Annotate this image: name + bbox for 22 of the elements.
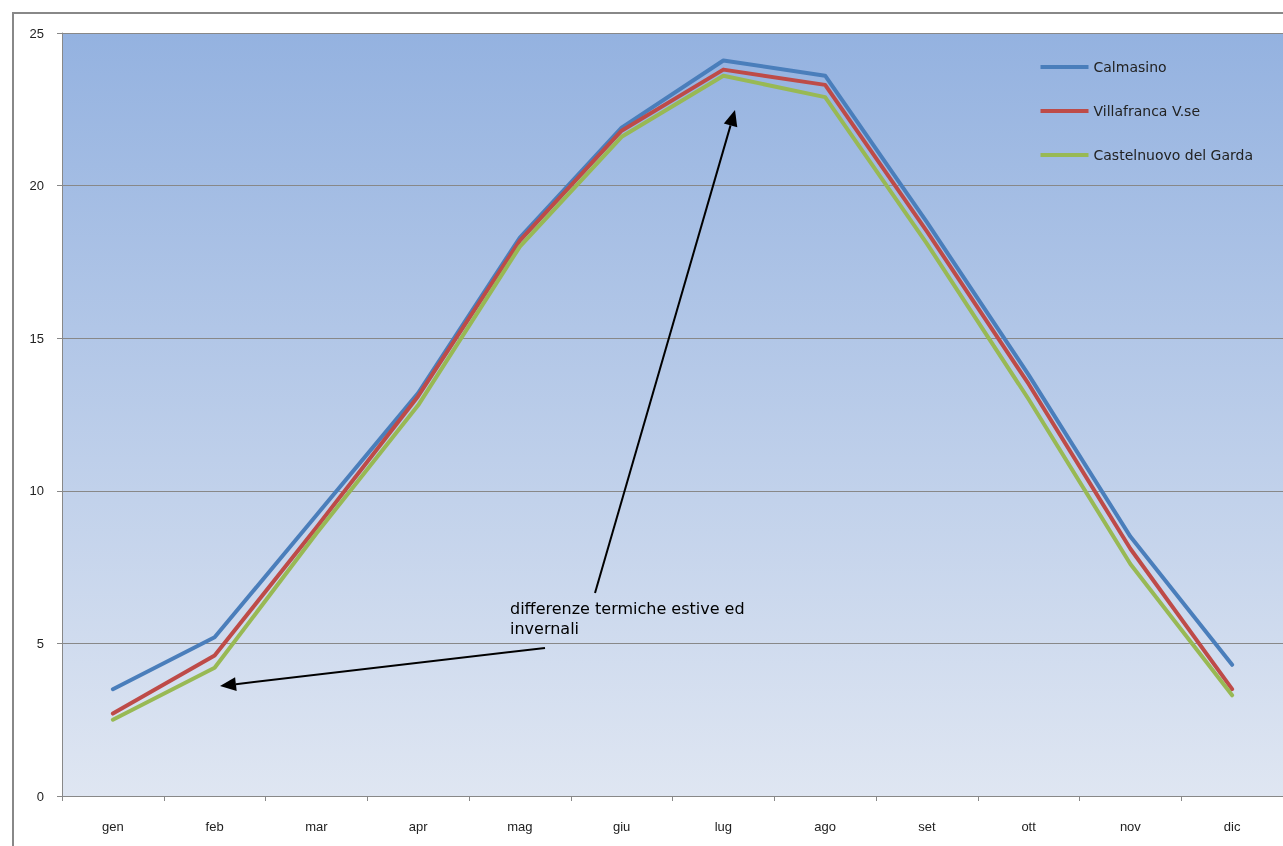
legend-label: Villafranca V.se [1093,103,1201,119]
y-tick-label: 15 [29,330,44,346]
x-tick-label: ott [1021,819,1037,834]
x-tick-label: gen [102,819,124,834]
x-tick-label: ago [814,819,836,834]
x-tick-label: dic [1223,819,1241,834]
legend-label: Calmasino [1093,59,1167,75]
x-tick-label: apr [408,819,429,834]
x-tick-label: giu [612,819,631,834]
legend-label: Castelnuovo del Garda [1093,147,1253,163]
x-tick-label: lug [714,819,733,834]
x-tick-label: mag [507,819,533,834]
y-tick-label: 5 [36,635,44,651]
annotation: differenze termiche estive ed invernali [510,599,745,639]
y-tick-label: 20 [29,178,44,194]
x-tick-label: set [918,819,936,834]
y-tick-label: 0 [36,788,44,804]
y-tick-label: 10 [29,483,44,499]
x-tick-label: nov [1119,819,1142,834]
x-tick-label: mar [305,819,329,834]
x-tick-label: feb [205,819,224,834]
y-tick-label: 25 [29,25,44,41]
